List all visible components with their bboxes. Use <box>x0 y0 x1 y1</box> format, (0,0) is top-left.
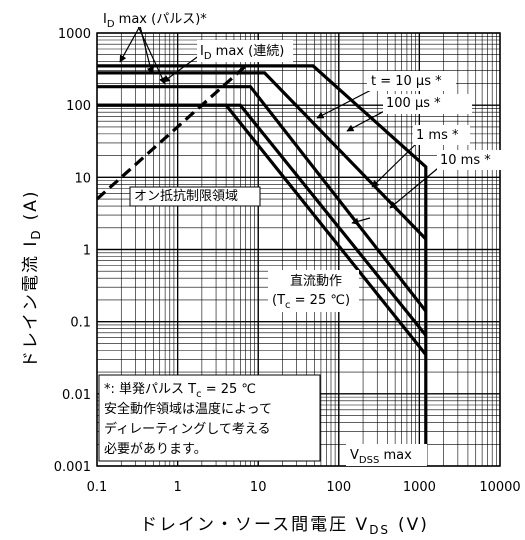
ron-label: オン抵抗制限領域 <box>134 188 238 204</box>
x-tick-label: 100 <box>326 480 351 495</box>
y-tick-label: 100 <box>66 99 91 114</box>
label-background <box>367 71 456 91</box>
series-line <box>97 71 427 241</box>
label-background <box>437 150 502 170</box>
x-tick-label: 1 <box>173 480 181 495</box>
label-background <box>98 374 321 462</box>
series-line <box>97 64 428 466</box>
y-tick-label: 0.001 <box>54 460 91 475</box>
y-axis-title: ドレイン電流 ID(A) <box>21 189 43 368</box>
vdss-label: VDSS max <box>350 448 412 466</box>
annotation-arrow <box>351 217 371 225</box>
y-tick-label: 1 <box>83 244 91 259</box>
y-tick-label: 0.1 <box>70 316 91 331</box>
x-tick-label: 0.1 <box>87 480 108 495</box>
label-background <box>268 270 359 312</box>
annotation-arrow <box>389 163 444 209</box>
x-tick-labels: 0.1 1 10 100 1000 10000 <box>87 480 521 495</box>
x-tick-label: 1000 <box>403 480 436 495</box>
plot-frame <box>96 32 501 467</box>
label-background <box>346 444 427 466</box>
label-background <box>413 125 470 145</box>
x-tick-label: 10 <box>250 480 267 495</box>
y-tick-label: 10 <box>74 171 91 186</box>
label-background <box>383 94 472 114</box>
id-max-cont-label: ID max (連続) <box>200 44 284 62</box>
annotation-arrow <box>371 139 421 188</box>
series-line <box>97 103 428 356</box>
annotation-arrows <box>119 25 444 225</box>
t10ms-label: 10 ms * <box>440 153 491 168</box>
t1ms-label: 1 ms * <box>416 128 459 143</box>
label-background <box>100 5 250 27</box>
note-line-1: *: 単発パルス Tc = 25 ℃ <box>104 381 256 400</box>
y-tick-label: 0.01 <box>62 388 91 403</box>
x-tick-label: 10000 <box>479 480 520 495</box>
dc-label-line1: 直流動作 <box>290 274 342 289</box>
id-max-pulse-label: ID max (パルス)* <box>103 12 207 30</box>
dc-label-line2: (Tc = 25 ℃) <box>272 293 350 311</box>
label-background <box>129 186 261 207</box>
series-line <box>97 103 428 337</box>
note-line-3: ディレーティングして考える <box>104 421 271 437</box>
note-line-2: 安全動作領域は温度によって <box>104 401 272 417</box>
series-line <box>97 85 428 313</box>
label-backgrounds <box>98 5 502 466</box>
t10us-label: t = 10 μs * <box>371 74 442 89</box>
annotation-arrow <box>162 54 201 83</box>
y-tick-labels: 1000 100 10 1 0.1 0.01 0.001 <box>54 27 91 475</box>
note-line-4: 必要があります。 <box>104 442 207 457</box>
x-axis-title: ドレイン・ソース間電圧 VDS (V) <box>140 515 429 537</box>
annotation-arrow <box>346 107 391 132</box>
y-tick-label: 1000 <box>58 27 91 42</box>
annotation-arrow <box>316 87 376 119</box>
annotation-arrow <box>137 25 166 85</box>
annotation-arrow <box>119 25 141 63</box>
label-background <box>197 40 293 62</box>
t100us-label: 100 μs * <box>386 96 441 111</box>
